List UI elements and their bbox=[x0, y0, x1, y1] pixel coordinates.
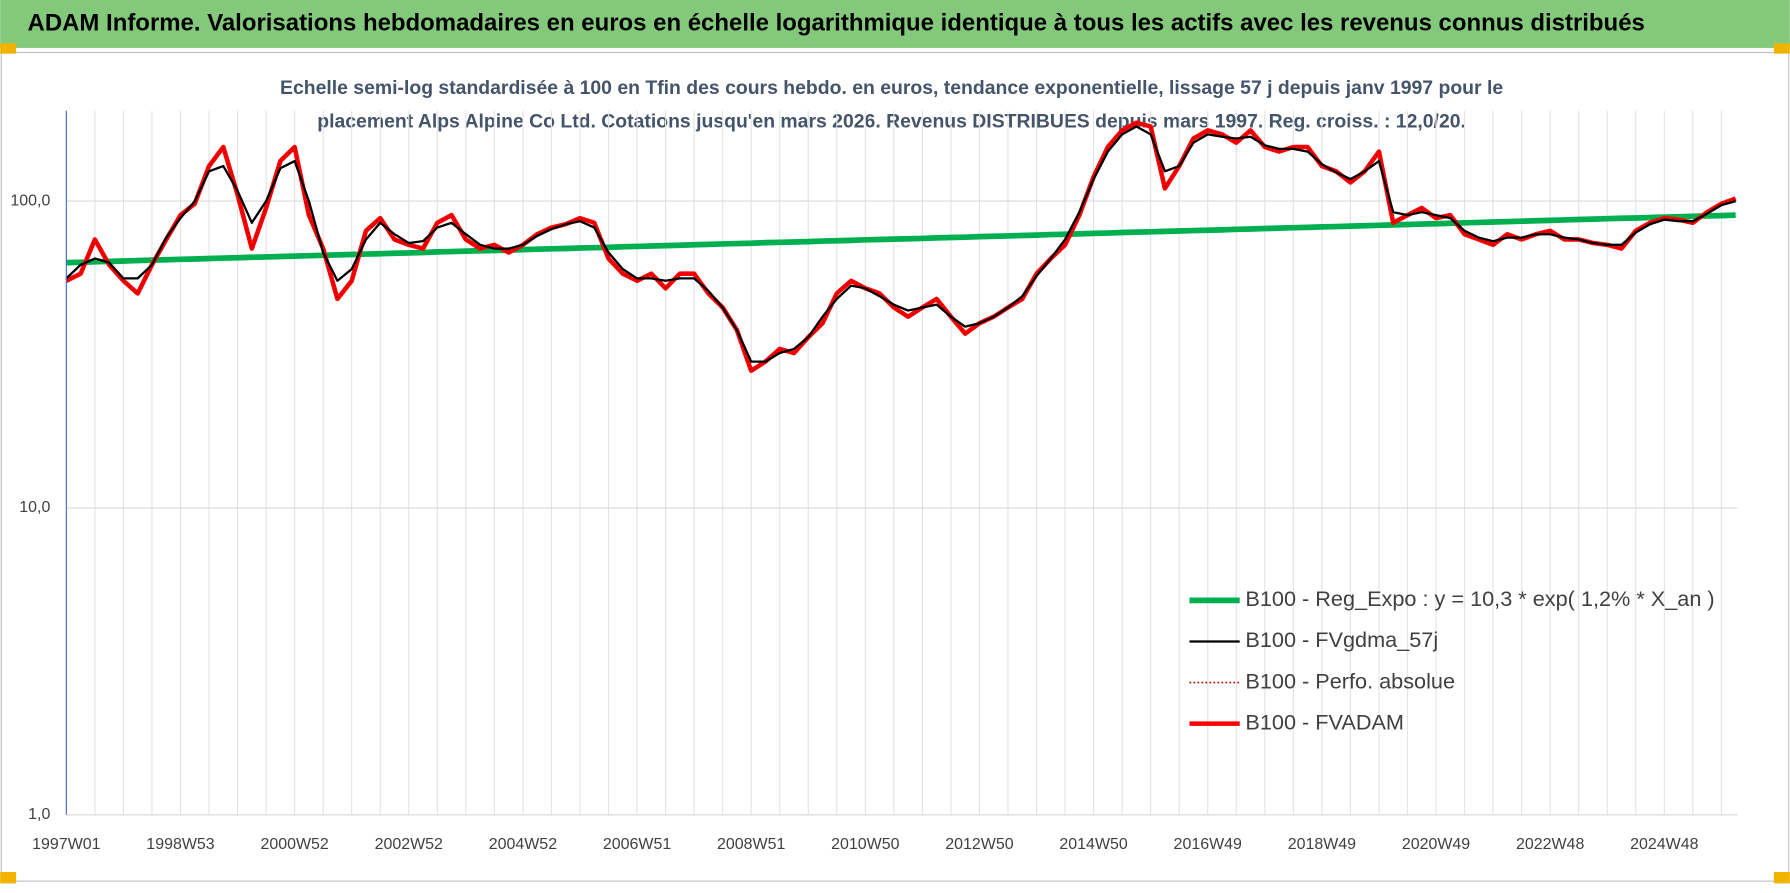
legend: B100 - Reg_Expo : y = 10,3 * exp( 1,2% *… bbox=[1189, 586, 1715, 734]
y-tick-label: 100,0 bbox=[10, 192, 50, 209]
x-tick-label: 2016W49 bbox=[1174, 836, 1242, 853]
chart-frame bbox=[0, 51, 1790, 882]
y-tick-label: 1,0 bbox=[28, 806, 50, 823]
x-tick-label: 2012W50 bbox=[945, 836, 1013, 853]
corner bbox=[0, 872, 17, 884]
subtitle: Echelle semi-log standardisée à 100 en T… bbox=[280, 77, 1503, 99]
series-line bbox=[65, 125, 1736, 363]
legend-label: B100 - FVgdma_57j bbox=[1245, 627, 1438, 652]
grid bbox=[65, 110, 1738, 816]
legend-label: B100 - FVADAM bbox=[1245, 709, 1404, 734]
x-tick-label: 2014W50 bbox=[1059, 836, 1127, 853]
x-tick-label: 2018W49 bbox=[1288, 836, 1356, 853]
legend-label: B100 - Perfo. absolue bbox=[1245, 668, 1455, 693]
x-tick-label: 2010W50 bbox=[831, 836, 899, 853]
axes: 1,0 10,0 100,0 1997W01 1998W53 2000W52 2002W52… bbox=[10, 110, 1738, 853]
header-bar bbox=[0, 0, 1790, 48]
corner bbox=[1773, 43, 1790, 54]
plot bbox=[65, 120, 1737, 374]
x-tick-label: 2000W52 bbox=[260, 836, 328, 853]
y-tick-label: 10,0 bbox=[19, 499, 50, 516]
x-tick-label: 2020W49 bbox=[1402, 836, 1470, 853]
x-tick-label: 2002W52 bbox=[375, 836, 443, 853]
x-tick-label: 1998W53 bbox=[146, 836, 214, 853]
x-tick-label: 1997W01 bbox=[32, 836, 100, 853]
x-tick-label: 2008W51 bbox=[717, 836, 785, 853]
header-title: ADAM Informe. Valorisations hebdomadaire… bbox=[28, 9, 1645, 36]
x-tick-label: 2004W52 bbox=[489, 836, 557, 853]
x-tick-label: 2024W48 bbox=[1630, 836, 1698, 853]
x-tick-label: 2006W51 bbox=[603, 836, 671, 853]
corner bbox=[1773, 872, 1790, 884]
x-tick-label: 2022W48 bbox=[1516, 836, 1584, 853]
corner bbox=[0, 43, 17, 54]
legend-label: B100 - Reg_Expo : y = 10,3 * exp( 1,2% *… bbox=[1245, 586, 1714, 611]
